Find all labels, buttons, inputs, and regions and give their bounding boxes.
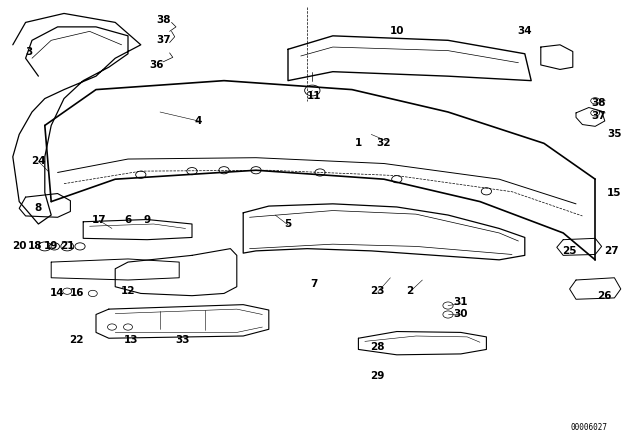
Text: 16: 16 (70, 289, 84, 298)
Text: 38: 38 (156, 15, 170, 25)
Text: 37: 37 (156, 35, 170, 45)
Text: 35: 35 (607, 129, 621, 139)
Text: 30: 30 (454, 309, 468, 319)
Text: 13: 13 (124, 336, 138, 345)
Text: 22: 22 (70, 336, 84, 345)
Text: 34: 34 (518, 26, 532, 36)
Text: 20: 20 (12, 241, 26, 251)
Text: 4: 4 (195, 116, 202, 126)
Text: 23: 23 (371, 286, 385, 296)
Text: 2: 2 (406, 286, 413, 296)
Text: 00006027: 00006027 (570, 423, 607, 432)
Text: 7: 7 (310, 280, 317, 289)
Text: 19: 19 (44, 241, 58, 251)
Text: 15: 15 (607, 188, 621, 198)
Text: 31: 31 (454, 297, 468, 307)
Text: 29: 29 (371, 371, 385, 381)
Text: 26: 26 (598, 291, 612, 301)
Text: 24: 24 (31, 156, 45, 166)
Text: 11: 11 (307, 91, 321, 101)
Text: 14: 14 (51, 289, 65, 298)
Text: 25: 25 (563, 246, 577, 256)
Text: 1: 1 (355, 138, 362, 148)
Text: 9: 9 (143, 215, 151, 224)
Text: 3: 3 (25, 47, 33, 56)
Text: 27: 27 (604, 246, 618, 256)
Text: 33: 33 (175, 336, 189, 345)
Text: 8: 8 (35, 203, 42, 213)
Text: 38: 38 (591, 98, 605, 108)
Text: 12: 12 (121, 286, 135, 296)
Text: 10: 10 (390, 26, 404, 36)
Text: 21: 21 (60, 241, 74, 251)
Text: 37: 37 (591, 112, 605, 121)
Text: 6: 6 (124, 215, 132, 224)
Text: 32: 32 (377, 138, 391, 148)
Text: 28: 28 (371, 342, 385, 352)
Text: 17: 17 (92, 215, 106, 224)
Text: 5: 5 (284, 219, 292, 229)
Text: 36: 36 (150, 60, 164, 70)
Text: 18: 18 (28, 241, 42, 251)
